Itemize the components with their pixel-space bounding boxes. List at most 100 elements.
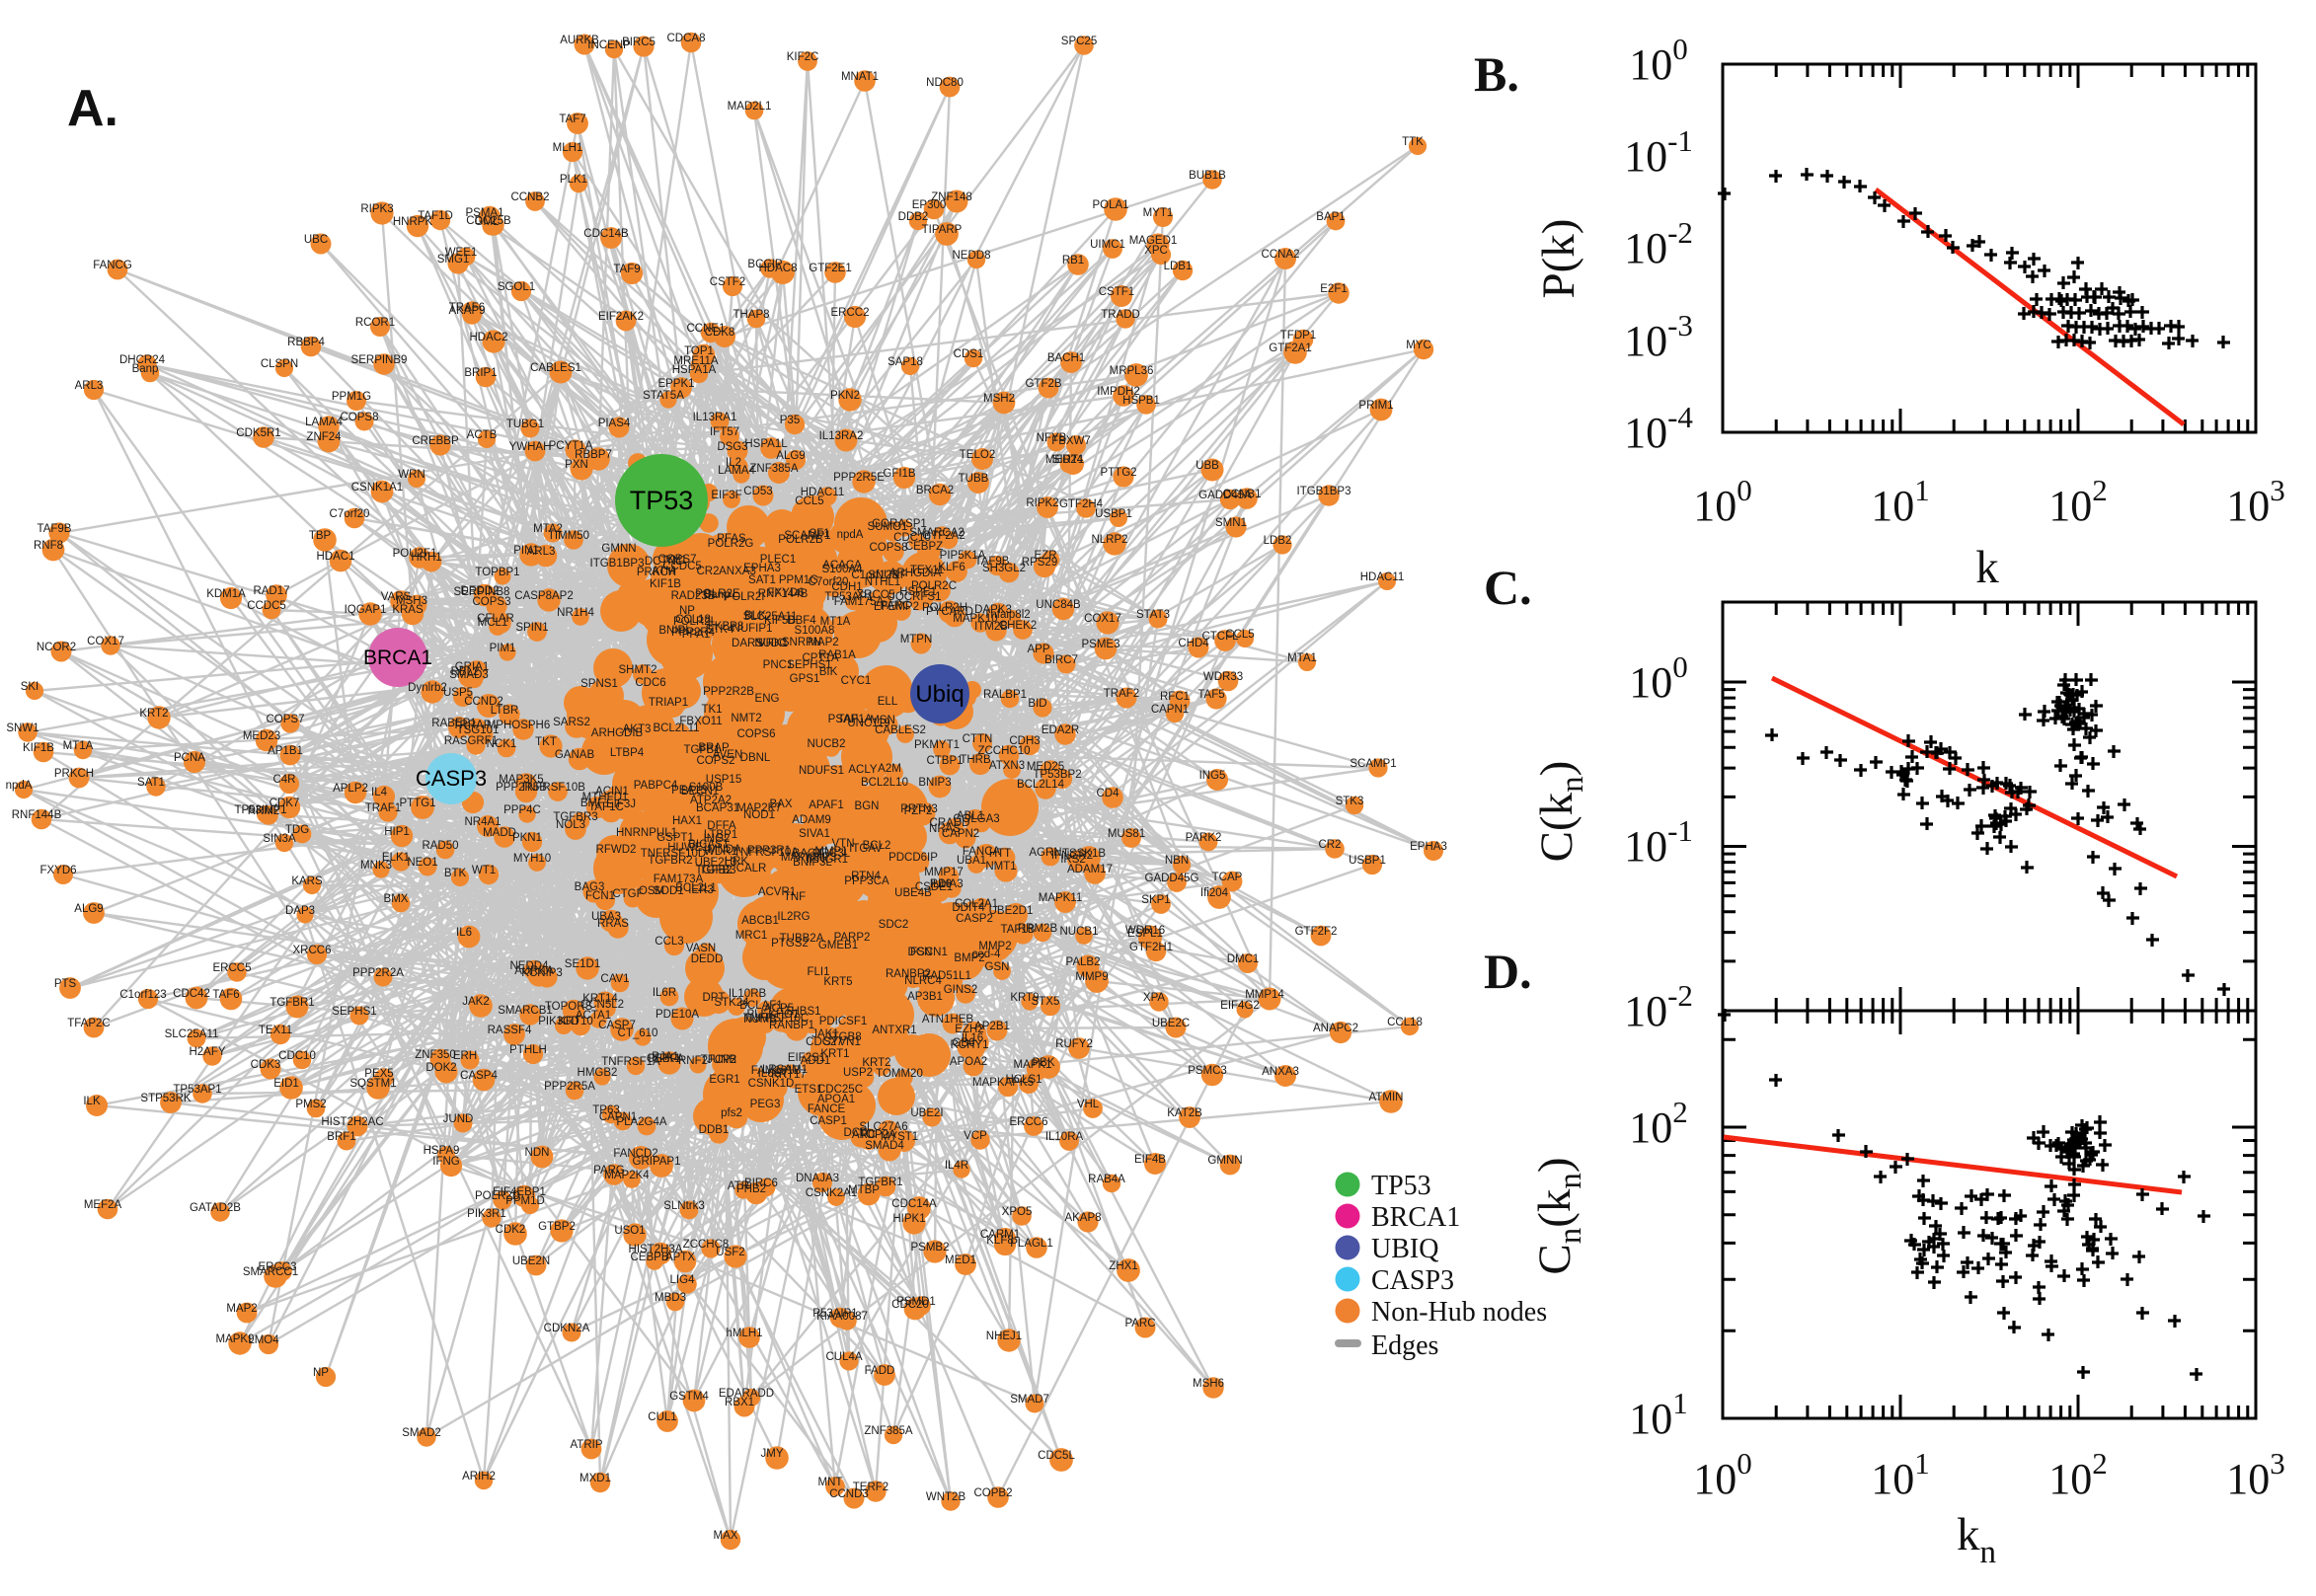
svg-text:TRRAP: TRRAP: [453, 720, 492, 731]
svg-text:CCDC5: CCDC5: [247, 600, 286, 612]
svg-text:101: 101: [1629, 1386, 1688, 1443]
svg-text:YY1: YY1: [665, 555, 687, 567]
svg-text:EP300: EP300: [912, 199, 947, 211]
svg-text:SIVA1: SIVA1: [799, 828, 830, 840]
svg-text:ATM: ATM: [652, 566, 674, 577]
svg-text:RRM2B: RRM2B: [1018, 923, 1058, 935]
svg-text:HDAC2: HDAC2: [470, 332, 508, 343]
svg-text:EIF4B: EIF4B: [1134, 1154, 1166, 1166]
svg-text:ZCCHC10: ZCCHC10: [977, 745, 1030, 757]
svg-text:STP53RK: STP53RK: [140, 1093, 191, 1104]
svg-text:MXD1: MXD1: [579, 1473, 611, 1484]
svg-text:TAF1B: TAF1B: [1001, 924, 1036, 936]
svg-text:NFYB: NFYB: [1037, 432, 1067, 444]
svg-text:BECN1: BECN1: [681, 786, 719, 798]
svg-text:HSPE1: HSPE1: [899, 586, 937, 598]
svg-text:MMP1: MMP1: [814, 846, 847, 858]
svg-text:POLR2I: POLR2I: [725, 591, 765, 603]
svg-text:FAM175A: FAM175A: [834, 596, 885, 608]
svg-text:ERH: ERH: [453, 1050, 477, 1062]
svg-text:CR2: CR2: [1318, 839, 1341, 851]
svg-text:CDC14A: CDC14A: [891, 1198, 937, 1210]
svg-text:PARC: PARC: [1124, 1318, 1155, 1330]
svg-text:ARC: ARC: [852, 1129, 876, 1141]
svg-text:NCOR2: NCOR2: [37, 642, 76, 653]
svg-text:PPP2R5A: PPP2R5A: [544, 1081, 595, 1093]
svg-text:CAPN1: CAPN1: [1151, 704, 1189, 716]
svg-text:ALG9: ALG9: [776, 450, 805, 462]
svg-text:KIF5B: KIF5B: [764, 615, 796, 627]
svg-text:LDB2: LDB2: [1264, 535, 1292, 547]
svg-text:ARL3: ARL3: [75, 380, 104, 392]
svg-text:PABPC4: PABPC4: [634, 780, 678, 792]
svg-text:SMG1: SMG1: [437, 254, 470, 266]
svg-text:VHL: VHL: [1077, 1099, 1100, 1110]
svg-text:103: 103: [2226, 1446, 2285, 1503]
svg-text:NP: NP: [313, 1367, 329, 1379]
svg-text:TKT: TKT: [535, 736, 557, 748]
svg-text:GB6: GB6: [952, 1037, 974, 1049]
svg-text:TNFRSF10C: TNFRSF10C: [743, 1013, 809, 1025]
svg-text:CDK3: CDK3: [251, 1059, 281, 1071]
svg-text:MAP2: MAP2: [226, 1303, 257, 1315]
svg-text:SNURF: SNURF: [868, 570, 907, 581]
svg-text:CYC1: CYC1: [841, 675, 872, 687]
svg-text:MMP17: MMP17: [924, 867, 964, 878]
svg-text:ATXN3: ATXN3: [989, 760, 1025, 772]
svg-text:SMAD4: SMAD4: [865, 1140, 904, 1152]
svg-text:NUFIP1: NUFIP1: [733, 623, 773, 635]
svg-text:EPHA3: EPHA3: [1410, 841, 1447, 853]
svg-text:TFAP2C: TFAP2C: [67, 1018, 110, 1029]
svg-text:STK4: STK4: [706, 624, 734, 636]
svg-text:BAP1: BAP1: [1316, 211, 1345, 223]
svg-text:GRIA1: GRIA1: [455, 661, 490, 673]
svg-text:CT_610: CT_610: [618, 1027, 658, 1039]
svg-text:SEPHS1: SEPHS1: [332, 1006, 376, 1018]
svg-text:KRT17: KRT17: [771, 1069, 807, 1081]
svg-text:NOL3: NOL3: [556, 819, 585, 831]
svg-text:POLR2E: POLR2E: [695, 588, 740, 600]
svg-text:102: 102: [2048, 1446, 2108, 1503]
svg-text:npdA: npdA: [6, 780, 33, 792]
svg-text:RAD50: RAD50: [422, 840, 458, 852]
svg-text:BRCA1: BRCA1: [363, 646, 432, 669]
svg-text:MAPKAPK5: MAPKAPK5: [972, 1077, 1034, 1089]
svg-text:MBD3: MBD3: [655, 1292, 686, 1304]
svg-text:NUCB2: NUCB2: [808, 738, 846, 750]
svg-text:WT1: WT1: [472, 865, 496, 876]
svg-text:KRT1: KRT1: [820, 1048, 849, 1060]
svg-text:MTBP: MTBP: [848, 1184, 880, 1196]
svg-text:SIN3A: SIN3A: [263, 833, 296, 845]
svg-text:PLEC1: PLEC1: [760, 554, 796, 566]
svg-text:LDB1: LDB1: [1164, 261, 1193, 272]
svg-text:PDE10A: PDE10A: [656, 1009, 699, 1021]
svg-text:CCNB1: CCNB1: [1223, 489, 1262, 500]
svg-text:BNIP3: BNIP3: [918, 777, 951, 789]
svg-text:TRAF2: TRAF2: [1104, 688, 1139, 700]
svg-text:NUDC: NUDC: [754, 638, 787, 649]
svg-text:RUFY2: RUFY2: [1055, 1038, 1093, 1050]
svg-text:VCP: VCP: [964, 1130, 987, 1142]
svg-text:PSMC3: PSMC3: [1188, 1065, 1227, 1077]
svg-text:CDC25C: CDC25C: [817, 1084, 863, 1096]
svg-text:BCL2L10: BCL2L10: [861, 777, 908, 789]
svg-text:TFCP2: TFCP2: [701, 1054, 736, 1066]
svg-text:PEX5: PEX5: [364, 1068, 393, 1080]
svg-text:NLRP2: NLRP2: [1091, 534, 1127, 546]
svg-text:TNFRSF1A: TNFRSF1A: [601, 1056, 660, 1068]
svg-text:ORC3L: ORC3L: [812, 848, 851, 860]
svg-text:CTTN: CTTN: [963, 733, 993, 745]
svg-text:USP5: USP5: [443, 687, 473, 699]
svg-text:SHMT2: SHMT2: [619, 664, 657, 676]
svg-text:STK3: STK3: [1336, 796, 1364, 807]
svg-text:IFNG: IFNG: [432, 1156, 460, 1168]
svg-text:PDIA3: PDIA3: [930, 878, 963, 890]
svg-text:BMX: BMX: [384, 893, 409, 905]
svg-text:ZHX1: ZHX1: [1109, 1260, 1137, 1272]
svg-text:CCL18: CCL18: [1387, 1017, 1423, 1028]
svg-text:MAD2L1: MAD2L1: [728, 101, 772, 113]
svg-text:DFFA: DFFA: [707, 820, 736, 832]
svg-text:NUMB: NUMB: [743, 1014, 777, 1026]
svg-text:DEDD: DEDD: [691, 953, 724, 965]
svg-text:MNT: MNT: [818, 1477, 843, 1488]
